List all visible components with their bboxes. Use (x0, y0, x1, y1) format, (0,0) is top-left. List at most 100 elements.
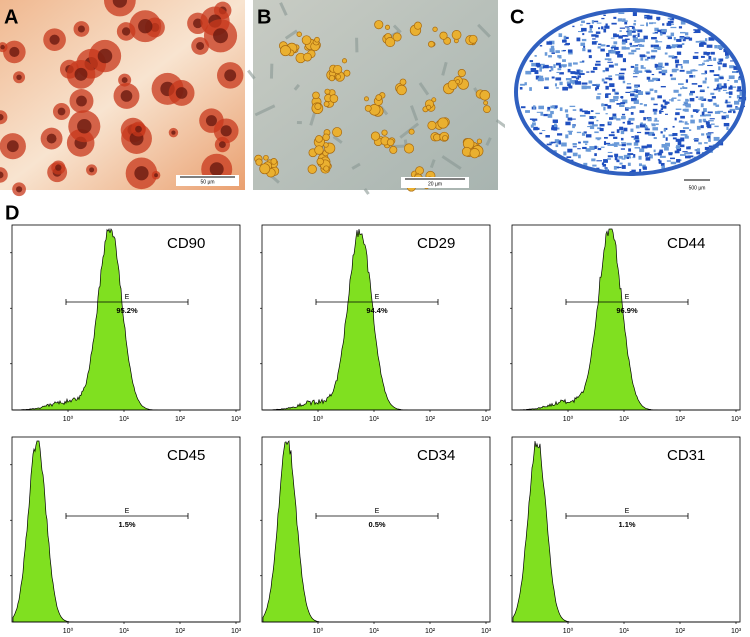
nodule-core (46, 133, 57, 144)
stain (555, 50, 560, 54)
lipid-droplet (469, 148, 480, 159)
stain (525, 70, 532, 75)
lipid-droplet (374, 20, 384, 30)
stain (653, 120, 660, 122)
stain (581, 20, 585, 24)
nodule-core (55, 164, 62, 171)
stain (676, 145, 681, 150)
stain (572, 152, 578, 157)
stain (607, 58, 612, 61)
x-tick-label: 10⁰ (313, 627, 324, 635)
stain (662, 23, 665, 26)
lipid-droplet (439, 31, 448, 40)
stain (713, 57, 717, 61)
stain (621, 165, 626, 169)
stain (618, 144, 622, 146)
stain (704, 77, 707, 81)
stain (711, 123, 715, 125)
stain (651, 73, 655, 76)
stain (652, 127, 659, 131)
lipid-droplet (307, 164, 317, 174)
stain (572, 146, 577, 148)
stain (567, 68, 571, 73)
lipid-droplet (364, 104, 372, 112)
stain (535, 75, 541, 80)
stain (665, 137, 668, 141)
stain (633, 142, 639, 146)
stain (714, 45, 718, 49)
stain (730, 60, 734, 62)
stain (613, 33, 617, 38)
lipid-droplet (335, 74, 341, 80)
stain (613, 46, 619, 50)
stain (676, 38, 682, 42)
stain (673, 89, 679, 93)
stain (588, 55, 592, 59)
stain (653, 46, 659, 50)
stain (694, 29, 701, 34)
stain (699, 90, 705, 93)
lipid-droplet (329, 94, 339, 103)
stain (520, 106, 526, 109)
stain (587, 150, 592, 152)
stain (615, 74, 620, 76)
stain (607, 144, 613, 146)
stain (555, 144, 559, 148)
stain (660, 85, 666, 88)
cell-streak (284, 29, 298, 40)
stain (725, 92, 730, 94)
stain (630, 112, 634, 115)
nodule-core (15, 186, 23, 193)
lipid-droplet (312, 91, 320, 100)
stain (618, 51, 621, 54)
stain (706, 59, 713, 61)
stain (615, 166, 622, 169)
stain (623, 127, 628, 132)
stain (652, 108, 658, 112)
stain (639, 110, 645, 113)
stain (610, 37, 615, 39)
stain (550, 45, 555, 49)
stain (565, 134, 569, 139)
lipid-droplet (431, 97, 437, 103)
stain (572, 124, 575, 129)
marker-label: CD31 (667, 447, 705, 464)
x-tick-label: 10³ (231, 416, 242, 423)
cell-streak (332, 135, 343, 144)
stain (660, 104, 663, 108)
stain (695, 96, 699, 98)
stain (678, 83, 684, 85)
stain (637, 33, 640, 38)
stain (601, 162, 605, 166)
stain (621, 39, 628, 43)
stain (614, 153, 619, 157)
stain (571, 76, 577, 79)
scale-bar-label: 500 µm (689, 185, 706, 191)
gate-percent: 0.5% (368, 520, 385, 529)
stain (627, 153, 634, 155)
stain (689, 97, 695, 102)
x-tick-label: 10¹ (369, 628, 380, 635)
stain (703, 121, 710, 123)
stain (544, 77, 550, 81)
stain (652, 133, 655, 136)
stain (553, 150, 557, 153)
nodule-core (205, 115, 217, 127)
stain (557, 133, 563, 136)
stain (609, 83, 615, 88)
nodule-core (175, 87, 188, 99)
stain (630, 106, 636, 109)
stain (717, 62, 723, 65)
stain (706, 86, 710, 89)
stain (664, 101, 668, 105)
stain (604, 142, 611, 145)
cell-streak (279, 2, 288, 16)
stain (645, 92, 650, 95)
stain (545, 135, 550, 138)
stain (539, 67, 542, 72)
stain (644, 14, 650, 19)
stain (628, 148, 632, 152)
stain (710, 92, 715, 95)
stain (671, 44, 678, 48)
stain (618, 76, 625, 80)
